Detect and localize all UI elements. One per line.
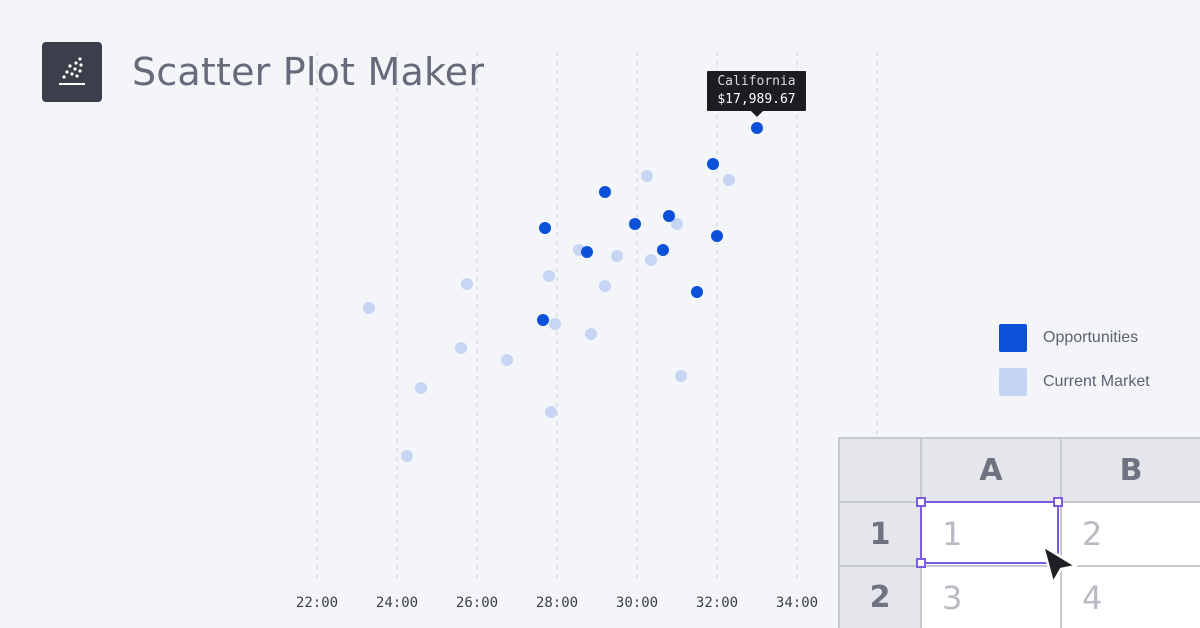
app-logo [42, 42, 102, 102]
opportunity-point-4[interactable] [629, 218, 641, 230]
current-market-point-7[interactable] [461, 278, 473, 290]
cell-b1[interactable]: 2 [1062, 503, 1200, 567]
x-tick-label: 34:00 [776, 595, 818, 611]
scatter-logo-icon [59, 57, 85, 85]
legend-label-current-market: Current Market [1043, 373, 1150, 390]
current-market-point-15[interactable] [415, 382, 427, 394]
sheet-corner-cell[interactable] [840, 439, 922, 503]
row-header-2[interactable]: 2 [840, 567, 922, 628]
row-header-1[interactable]: 1 [840, 503, 922, 567]
tooltip-value: $17,989.67 [717, 92, 796, 107]
opportunity-point-10[interactable] [537, 314, 549, 326]
legend-swatch-opportunities [999, 324, 1027, 352]
x-tick-label: 30:00 [616, 595, 658, 611]
x-tick-label: 28:00 [536, 595, 578, 611]
current-market-point-6[interactable] [543, 270, 555, 282]
current-market-point-16[interactable] [545, 406, 557, 418]
page-title: Scatter Plot Maker [132, 50, 485, 94]
point-tooltip: California $17,989.67 [707, 71, 806, 117]
mouse-pointer-icon [1041, 544, 1078, 585]
spreadsheet-panel: A B 1 1 2 2 3 4 [838, 437, 1200, 628]
x-axis-ticks: 22:00 24:00 26:00 28:00 30:00 32:00 34:00 [296, 595, 818, 611]
opportunity-point-7[interactable] [581, 246, 593, 258]
current-market-point-2[interactable] [671, 218, 683, 230]
x-tick-label: 24:00 [376, 595, 418, 611]
opportunity-point-6[interactable] [711, 230, 723, 242]
cell-a2[interactable]: 3 [922, 567, 1062, 628]
data-points [363, 122, 763, 462]
opportunity-point-2[interactable] [599, 186, 611, 198]
legend-swatch-current-market [999, 368, 1027, 396]
opportunity-point-1[interactable] [707, 158, 719, 170]
opportunity-point-9[interactable] [691, 286, 703, 298]
column-header-a[interactable]: A [922, 439, 1062, 503]
cell-b2[interactable]: 4 [1062, 567, 1200, 628]
current-market-point-9[interactable] [363, 302, 375, 314]
opportunity-point-8[interactable] [657, 244, 669, 256]
opportunity-point-0[interactable] [751, 122, 763, 134]
current-market-point-1[interactable] [723, 174, 735, 186]
current-market-point-12[interactable] [455, 342, 467, 354]
current-market-point-13[interactable] [501, 354, 513, 366]
current-market-point-8[interactable] [599, 280, 611, 292]
current-market-point-4[interactable] [611, 250, 623, 262]
x-tick-label: 22:00 [296, 595, 338, 611]
current-market-point-10[interactable] [549, 318, 561, 330]
current-market-point-11[interactable] [585, 328, 597, 340]
tooltip-name: California [717, 74, 796, 89]
current-market-point-14[interactable] [675, 370, 687, 382]
grid-lines [316, 52, 878, 580]
current-market-point-5[interactable] [645, 254, 657, 266]
column-header-b[interactable]: B [1062, 439, 1200, 503]
legend-label-opportunities: Opportunities [1043, 329, 1139, 346]
x-tick-label: 32:00 [696, 595, 738, 611]
current-market-point-17[interactable] [401, 450, 413, 462]
opportunity-point-3[interactable] [663, 210, 675, 222]
x-tick-label: 26:00 [456, 595, 498, 611]
cell-a1[interactable]: 1 [922, 503, 1062, 567]
opportunity-point-5[interactable] [539, 222, 551, 234]
current-market-point-0[interactable] [641, 170, 653, 182]
